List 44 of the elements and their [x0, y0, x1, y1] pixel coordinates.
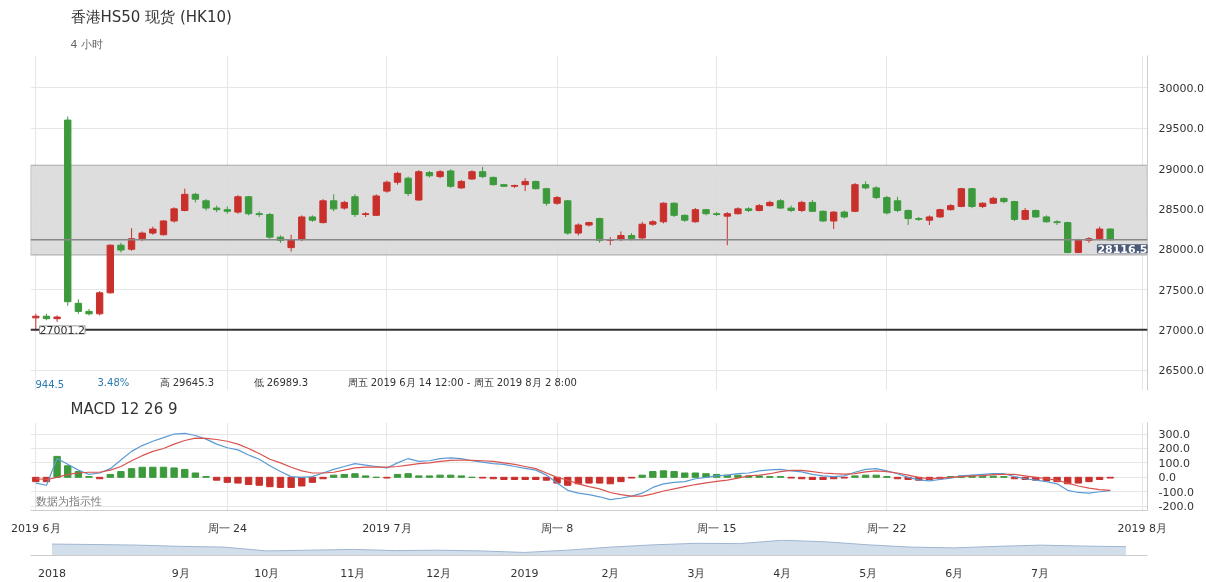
annotation: 周五 2019 6月 14 12:00 - 周五 2019 8月 2 8:00 [347, 376, 577, 388]
y-tick-label: 300.0 [1158, 428, 1190, 442]
x-tick-label: 周一 24 [207, 521, 248, 535]
x-tick-label: 7月 [1031, 566, 1050, 580]
x-tick-label: 4月 [773, 566, 792, 580]
x-tick-label: 2019 8月 [1117, 521, 1167, 535]
y-tick-label: -200.0 [1158, 500, 1194, 514]
chart-subtitle: 4 小时 [70, 37, 103, 51]
x-tick-label: 12月 [426, 566, 452, 580]
y-tick-label: 30000.0 [1158, 81, 1204, 95]
y-tick-label: 26500.0 [1158, 364, 1204, 378]
x-tick-label: 2月 [601, 566, 620, 580]
chart-title: 香港HS50 现货 (HK10) [70, 7, 232, 26]
x-tick-label: 2019 7月 [362, 521, 412, 535]
y-tick-label: 27500.0 [1158, 283, 1204, 297]
ref-line-label: 27001.2 [39, 323, 86, 337]
y-tick-label: 100.0 [1158, 456, 1190, 470]
y-tick-label: 28000.0 [1158, 243, 1204, 257]
y-tick-label: 0.0 [1158, 471, 1176, 485]
x-tick-label: 2018 [37, 566, 66, 580]
annotation: 944.5 [35, 378, 65, 390]
x-tick-label: 周一 15 [696, 521, 737, 535]
annotation: 高 29645.3 [159, 376, 215, 388]
y-tick-label: -100.0 [1158, 485, 1194, 499]
x-tick-label: 周一 22 [867, 521, 907, 535]
x-tick-label: 5月 [859, 566, 878, 580]
x-tick-label: 3月 [687, 566, 706, 580]
x-tick-label: 2019 [510, 566, 539, 580]
annotation: 3.48% [97, 376, 130, 388]
chart-title: MACD 12 26 9 [70, 399, 178, 418]
y-tick-label: 28500.0 [1158, 202, 1204, 216]
x-tick-label: 2019 6月 [11, 521, 61, 535]
y-tick-label: 29500.0 [1158, 122, 1204, 136]
y-tick-label: 200.0 [1158, 442, 1190, 456]
x-tick-label: 9月 [171, 566, 190, 580]
y-tick-label: 29000.0 [1158, 162, 1204, 176]
y-tick-label: 27000.0 [1158, 323, 1204, 337]
x-tick-label: 6月 [945, 566, 964, 580]
annotation: 低 26989.3 [253, 376, 309, 388]
x-tick-label: 10月 [254, 566, 280, 580]
x-tick-label: 11月 [340, 566, 366, 580]
annotation: 数据为指示性 [35, 494, 102, 508]
ref-line-label: 28116.5 [1097, 242, 1148, 256]
x-tick-label: 周一 8 [540, 521, 574, 535]
